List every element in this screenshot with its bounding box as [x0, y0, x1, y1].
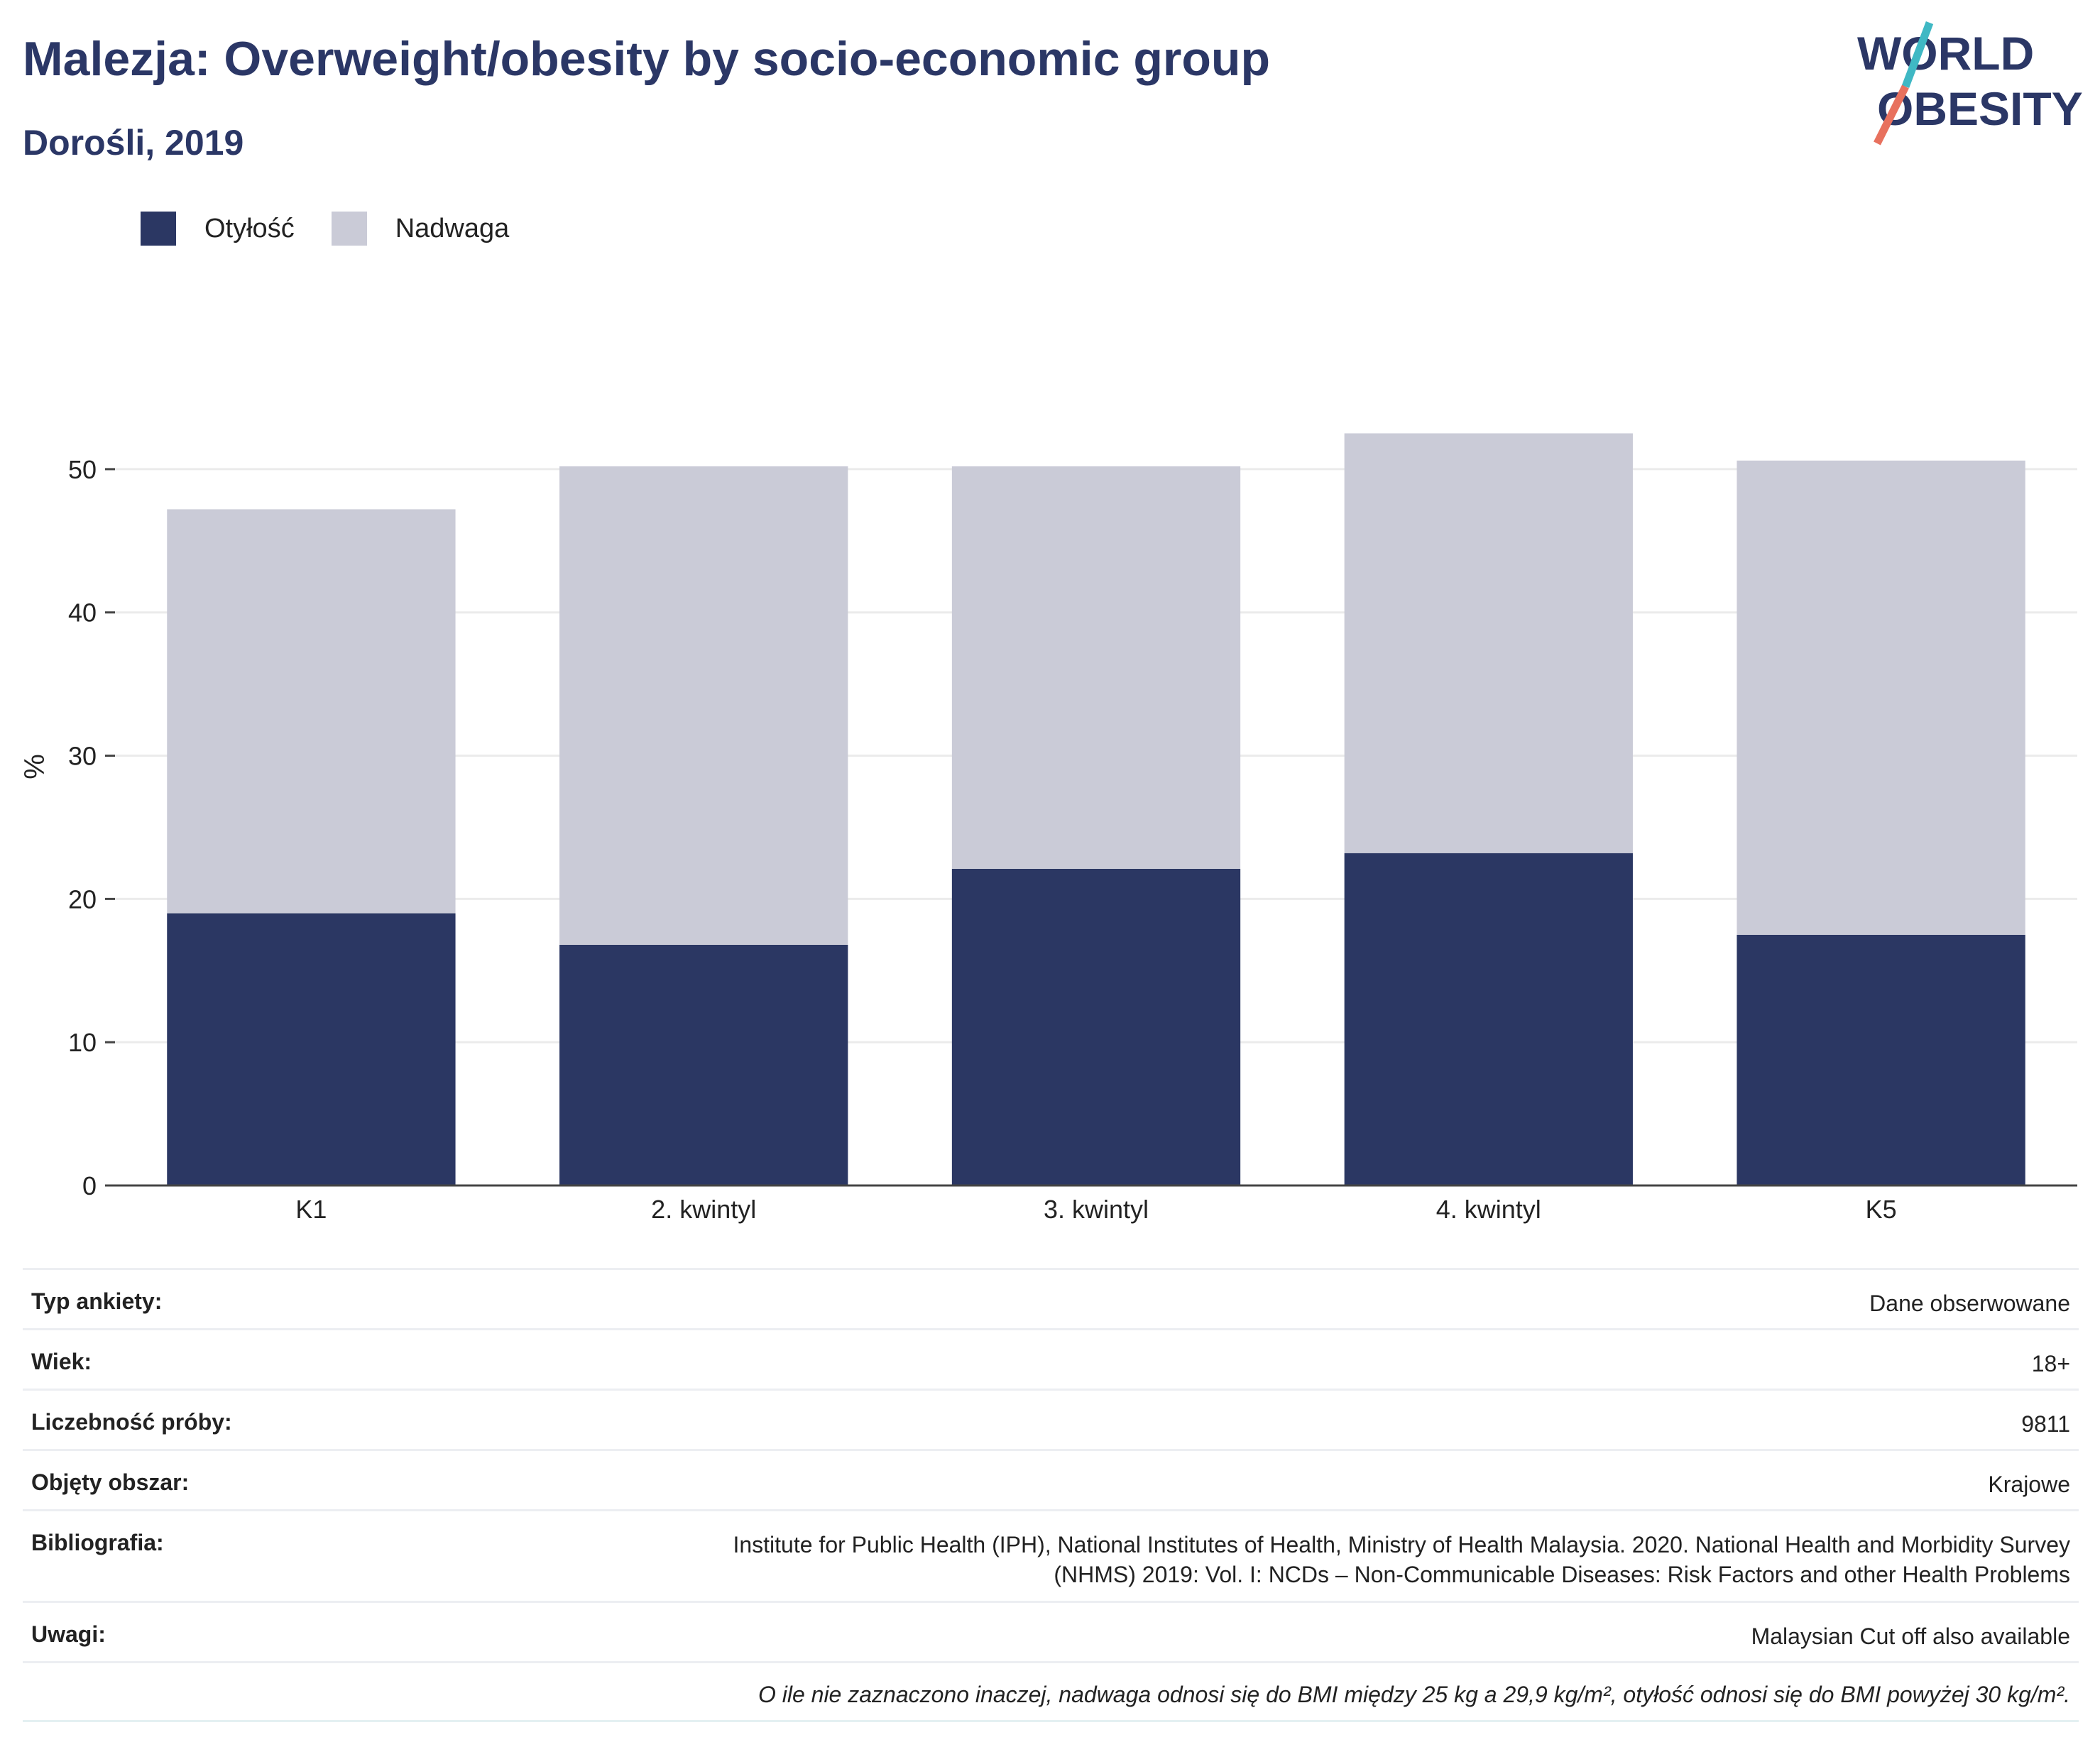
metadata-table: Typ ankiety: Dane obserwowane Wiek: 18+ … — [23, 1268, 2079, 1722]
legend-swatch-obesity — [141, 212, 176, 246]
bmi-footnote: O ile nie zaznaczono inaczej, nadwaga od… — [758, 1682, 2070, 1707]
y-axis-title: % — [19, 754, 50, 779]
legend-label-obesity: Otyłość — [204, 213, 295, 243]
notes-key: Uwagi: — [31, 1621, 106, 1647]
legend-swatch-overweight — [331, 212, 367, 246]
chart-legend: Otyłość Nadwaga — [141, 210, 546, 247]
age-key: Wiek: — [31, 1349, 92, 1374]
legend-label-overweight: Nadwaga — [395, 213, 510, 243]
world-obesity-logo: WORLD OBESITY — [1857, 21, 2083, 146]
bar-overweight[interactable] — [951, 466, 1241, 869]
logo-line-2: OBESITY — [1877, 82, 2083, 135]
y-axis-ticks: 0 10 20 30 40 50 — [68, 455, 115, 1200]
stacked-bar-chart: 0 10 20 30 40 50 K1 2. kwintyl 3. kwintyl 4. kwi… — [19, 433, 2077, 1224]
y-tick-label: 0 — [82, 1171, 97, 1200]
table-row-survey-type: Typ ankiety: Dane obserwowane — [23, 1269, 2079, 1330]
bar-overweight[interactable] — [1737, 460, 2025, 935]
logo-slash-top — [1901, 21, 1934, 88]
y-tick-label: 50 — [68, 455, 97, 484]
table-row-footnote: O ile nie zaznaczono inaczej, nadwaga od… — [23, 1662, 2079, 1721]
page-title: Malezja: Overweight/obesity by socio-eco… — [23, 32, 1271, 86]
y-tick-label: 10 — [68, 1028, 97, 1057]
bar-obesity[interactable] — [1344, 853, 1633, 1185]
notes-value: Malaysian Cut off also available — [1751, 1623, 2070, 1649]
survey-type-value: Dane obserwowane — [1869, 1291, 2070, 1316]
table-row-coverage: Objęty obszar: Krajowe — [23, 1450, 2079, 1511]
legend-item-obesity[interactable]: Otyłość — [141, 212, 295, 246]
legend-item-overweight[interactable]: Nadwaga — [331, 212, 510, 246]
page-subtitle: Dorośli, 2019 — [23, 123, 244, 163]
x-tick-label: K5 — [1866, 1195, 1897, 1224]
table-row-bibliography: Bibliografia: Institute for Public Healt… — [23, 1510, 2079, 1602]
x-axis-ticks: K1 2. kwintyl 3. kwintyl 4. kwintyl K5 — [295, 1195, 1896, 1224]
y-tick-label: 20 — [68, 885, 97, 914]
sample-size-value: 9811 — [2021, 1411, 2070, 1437]
sample-size-key: Liczebność próby: — [31, 1409, 232, 1435]
bar-overweight[interactable] — [1344, 433, 1633, 853]
table-row-age: Wiek: 18+ — [23, 1329, 2079, 1390]
x-tick-label: K1 — [295, 1195, 327, 1224]
bar-obesity[interactable] — [1737, 934, 2025, 1185]
bar-obesity[interactable] — [559, 944, 848, 1185]
bar-overweight[interactable] — [559, 466, 848, 945]
bar-obesity[interactable] — [951, 868, 1241, 1185]
table-row-sample-size: Liczebność próby: 9811 — [23, 1389, 2079, 1450]
survey-type-key: Typ ankiety: — [31, 1288, 163, 1314]
coverage-key: Objęty obszar: — [31, 1469, 190, 1495]
y-tick-label: 30 — [68, 742, 97, 771]
x-tick-label: 4. kwintyl — [1436, 1195, 1541, 1224]
bibliography-line-1: Institute for Public Health (IPH), Natio… — [733, 1532, 2070, 1557]
age-value: 18+ — [2031, 1351, 2070, 1376]
logo-line-1: WORLD — [1857, 27, 2034, 80]
logo-slash-bottom — [1874, 84, 1909, 146]
coverage-value: Krajowe — [1988, 1472, 2070, 1497]
bar-overweight[interactable] — [167, 509, 456, 914]
bibliography-value: Institute for Public Health (IPH), Natio… — [338, 1511, 2079, 1602]
bibliography-key: Bibliografia: — [31, 1530, 164, 1555]
bibliography-line-2: (NHMS) 2019: Vol. I: NCDs – Non-Communic… — [1054, 1562, 2070, 1587]
x-tick-label: 3. kwintyl — [1044, 1195, 1149, 1224]
y-tick-label: 40 — [68, 598, 97, 628]
table-row-notes: Uwagi: Malaysian Cut off also available — [23, 1601, 2079, 1663]
x-tick-label: 2. kwintyl — [651, 1195, 756, 1224]
bar-obesity[interactable] — [167, 913, 456, 1185]
bars — [167, 433, 2025, 1185]
